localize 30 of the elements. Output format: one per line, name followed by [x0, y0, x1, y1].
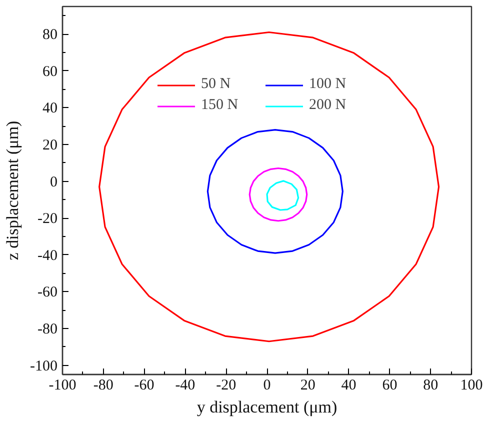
- y-tick-label: 80: [42, 27, 58, 44]
- x-tick-label: -20: [216, 378, 236, 394]
- y-tick-label: -80: [38, 322, 58, 338]
- legend-label: 50 N: [201, 76, 232, 93]
- x-tick-label: 100: [460, 378, 483, 394]
- x-tick-label: 40: [341, 378, 356, 394]
- x-tick-label: -80: [93, 378, 114, 394]
- legend-label: 200 N: [309, 97, 348, 114]
- y-tick-label: 0: [50, 174, 58, 190]
- y-tick-label: 40: [42, 100, 58, 117]
- y-tick-label: 20: [42, 138, 58, 154]
- y-axis-title: z displacement (μm): [3, 120, 22, 260]
- line-series: [248, 167, 308, 222]
- x-tick-label: -60: [134, 378, 154, 394]
- x-tick-label: 80: [423, 378, 438, 394]
- x-tick-label: 0: [263, 378, 271, 394]
- line-series: [98, 31, 440, 342]
- y-tick-label: -100: [30, 358, 58, 374]
- x-tick-label: 60: [382, 378, 398, 394]
- legend-label: 150 N: [201, 97, 240, 114]
- line-series: [206, 128, 344, 254]
- y-tick-label: -40: [38, 248, 58, 264]
- x-tick-label: 20: [300, 378, 316, 394]
- y-tick-label: -60: [38, 284, 58, 301]
- line-series: [266, 180, 300, 211]
- y-tick-label: -20: [38, 211, 58, 228]
- y-tick-label: 60: [42, 64, 58, 80]
- x-tick-label: -40: [175, 378, 196, 394]
- legend-label: 100 N: [309, 76, 348, 93]
- x-axis-title: y displacement (μm): [196, 398, 338, 416]
